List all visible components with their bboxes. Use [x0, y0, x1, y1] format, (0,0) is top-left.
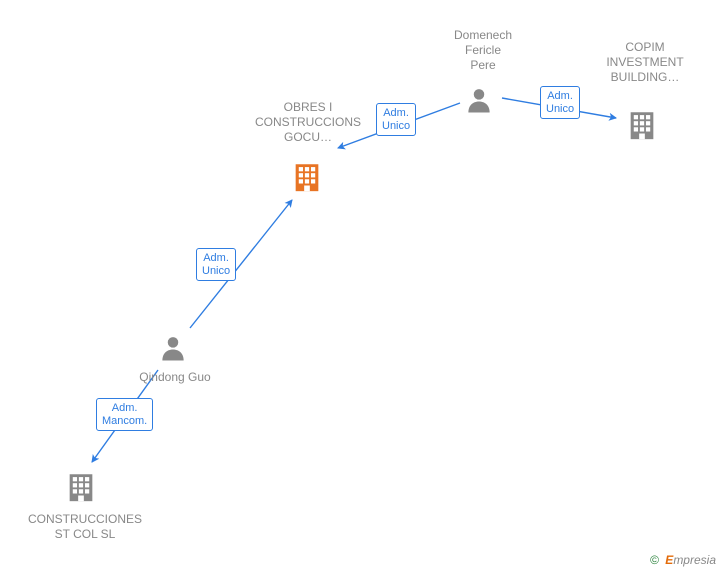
network-diagram: { "canvas": { "width": 728, "height": 57… — [0, 0, 728, 575]
brand-name: Empresia — [665, 553, 716, 567]
copyright-symbol: © — [650, 553, 659, 567]
node-label-domenech: Domenech Fericle Pere — [438, 28, 528, 73]
edge-label-e1: Adm. Unico — [376, 103, 416, 136]
footer-credit: © Empresia — [650, 553, 716, 567]
node-label-obres: OBRES I CONSTRUCCIONS GOCU… — [243, 100, 373, 145]
person-icon — [464, 85, 494, 120]
node-label-copim: COPIM INVESTMENT BUILDING… — [590, 40, 700, 85]
node-label-construcciones: CONSTRUCCIONES ST COL SL — [20, 512, 150, 542]
building-icon — [625, 108, 659, 147]
building-icon — [64, 470, 98, 509]
edge-label-e2: Adm. Unico — [540, 86, 580, 119]
building-icon — [290, 160, 324, 199]
edge-label-e4: Adm. Mancom. — [96, 398, 153, 431]
edge-label-e3: Adm. Unico — [196, 248, 236, 281]
node-label-qindong: Qindong Guo — [125, 370, 225, 385]
edges-layer — [0, 0, 728, 575]
person-icon — [158, 333, 188, 368]
